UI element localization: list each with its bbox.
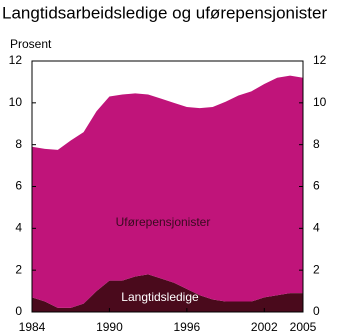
x-tick-label: 2005 xyxy=(290,320,317,334)
y2-tick-label: 6 xyxy=(313,179,320,193)
series-label: Langtidsledige xyxy=(121,290,199,304)
y-tick-label: 4 xyxy=(15,221,22,235)
y-tick-label: 6 xyxy=(15,179,22,193)
y-axis-label: Prosent xyxy=(10,37,52,51)
y2-tick-label: 8 xyxy=(313,137,320,151)
x-tick-label: 1996 xyxy=(174,320,201,334)
area xyxy=(32,75,303,308)
y-tick-label: 2 xyxy=(15,262,22,276)
chart-title: Langtidsarbeidsledige og uførepensjonist… xyxy=(2,3,327,22)
y2-tick-label: 12 xyxy=(313,53,327,67)
area xyxy=(32,274,303,312)
y2-tick-label: 4 xyxy=(313,221,320,235)
y-tick-label: 8 xyxy=(15,137,22,151)
y2-tick-label: 2 xyxy=(313,262,320,276)
y-tick-label: 12 xyxy=(9,53,23,67)
y-tick-label: 0 xyxy=(15,304,22,318)
y2-tick-label: 10 xyxy=(313,95,327,109)
x-tick-label: 1984 xyxy=(19,320,46,334)
x-tick-label: 1990 xyxy=(96,320,123,334)
x-tick-label: 2002 xyxy=(251,320,278,334)
y2-tick-label: 0 xyxy=(313,304,320,318)
y-tick-label: 10 xyxy=(9,95,23,109)
series-label: Uførepensjonister xyxy=(116,215,211,229)
